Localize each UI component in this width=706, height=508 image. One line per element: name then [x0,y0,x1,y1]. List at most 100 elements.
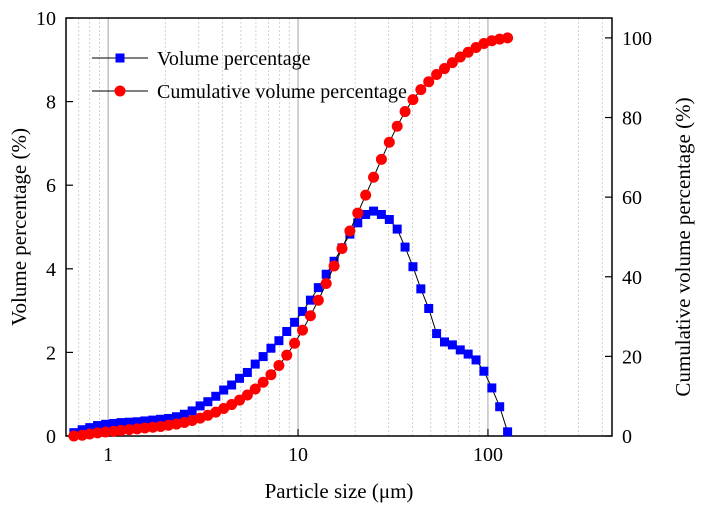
data-point-cumulative [336,242,348,254]
data-point-cumulative [312,294,324,306]
data-point-volume [266,343,276,353]
data-point-volume [93,421,103,431]
data-point-cumulative [273,360,285,372]
data-point-volume [282,327,292,336]
data-point-volume [432,329,442,339]
data-point-volume [298,306,308,316]
y2-tick-label: 0 [622,426,632,448]
plot-frame [65,17,613,437]
data-point-cumulative [439,63,451,75]
data-point-cumulative [360,189,372,201]
data-point-volume [187,406,197,416]
data-point-volume [140,416,150,426]
y-tick-label: 4 [46,259,56,281]
data-point-volume [463,349,473,359]
data-point-cumulative [415,84,427,96]
data-point-volume [479,366,489,376]
data-point-cumulative [383,136,395,148]
data-point-volume [124,417,134,427]
y-tick-label: 10 [36,8,56,30]
grid [65,18,603,436]
legend-label-volume: Volume percentage [157,48,311,70]
x-axis-title: Particle size (μm) [265,479,414,503]
y-tick-label: 2 [46,342,56,364]
data-point-volume [227,380,237,390]
y-tick-label: 0 [46,426,56,448]
data-point-cumulative [92,427,104,439]
data-point-volume [195,401,205,411]
data-point-volume [109,418,119,428]
x-tick-label: 1 [103,444,113,466]
data-point-cumulative [123,424,135,436]
y2-tick-label: 100 [622,28,652,50]
data-point-cumulative [100,426,112,438]
data-point-volume [471,355,481,365]
data-point-volume [156,414,166,424]
data-point-cumulative [407,94,419,106]
data-point-cumulative [423,76,435,88]
data-point-cumulative [352,207,364,219]
y-axis-title: Volume percentage (%) [7,128,31,326]
data-point-volume [313,283,323,293]
y2-tick-label: 60 [622,187,642,209]
data-point-volume [369,206,379,216]
data-point-cumulative [289,337,301,349]
data-point-cumulative [304,310,316,322]
y2-tick-label: 80 [622,108,642,130]
legend-label-cumulative: Cumulative volume percentage [157,81,407,103]
data-point-volume [495,402,505,412]
data-point-cumulative [234,394,246,406]
data-point-volume [274,336,284,346]
data-point-cumulative [368,171,380,183]
data-point-volume [219,385,229,395]
data-point-volume [384,214,394,224]
data-point-volume [416,284,426,294]
data-point-volume [116,418,126,428]
data-point-cumulative [115,424,127,436]
data-point-volume [400,242,410,252]
data-point-volume [203,397,213,407]
data-point-volume [392,224,402,234]
data-point-volume [235,373,245,383]
legend: Volume percentage Cumulative volume perc… [92,48,407,103]
x-tick-label: 10 [288,444,308,466]
data-point-volume [321,269,331,279]
data-point-volume [179,409,189,419]
data-point-volume [440,337,450,347]
legend-marker-volume [115,53,125,63]
data-point-cumulative [344,225,356,237]
y-tick-label: 6 [46,175,56,197]
data-point-cumulative [446,57,458,69]
data-point-volume [290,317,300,327]
data-point-volume [361,209,371,219]
data-point-cumulative [241,389,253,401]
data-point-volume [376,209,386,219]
data-point-cumulative [68,430,80,442]
data-point-volume [211,391,221,401]
y2-tick-label: 20 [622,346,642,368]
y2-axis-title: Cumulative volume percentage (%) [671,97,695,396]
data-point-volume [164,413,174,423]
data-point-cumulative [281,349,293,361]
data-point-volume [171,412,181,422]
data-point-cumulative [328,260,340,272]
data-point-cumulative [257,376,269,388]
data-point-volume [424,304,434,314]
y-tick-label: 8 [46,92,56,114]
data-point-volume [408,262,418,272]
series-layer [68,32,514,442]
data-point-volume [85,423,95,433]
data-point-volume [250,359,260,369]
data-point-cumulative [139,422,151,434]
data-point-cumulative [454,51,466,63]
data-point-volume [487,383,497,393]
data-point-volume [132,417,142,427]
data-point-cumulative [399,106,411,118]
data-point-volume [305,295,315,305]
data-point-volume [455,345,465,355]
data-point-cumulative [502,32,514,44]
data-point-volume [353,218,363,228]
